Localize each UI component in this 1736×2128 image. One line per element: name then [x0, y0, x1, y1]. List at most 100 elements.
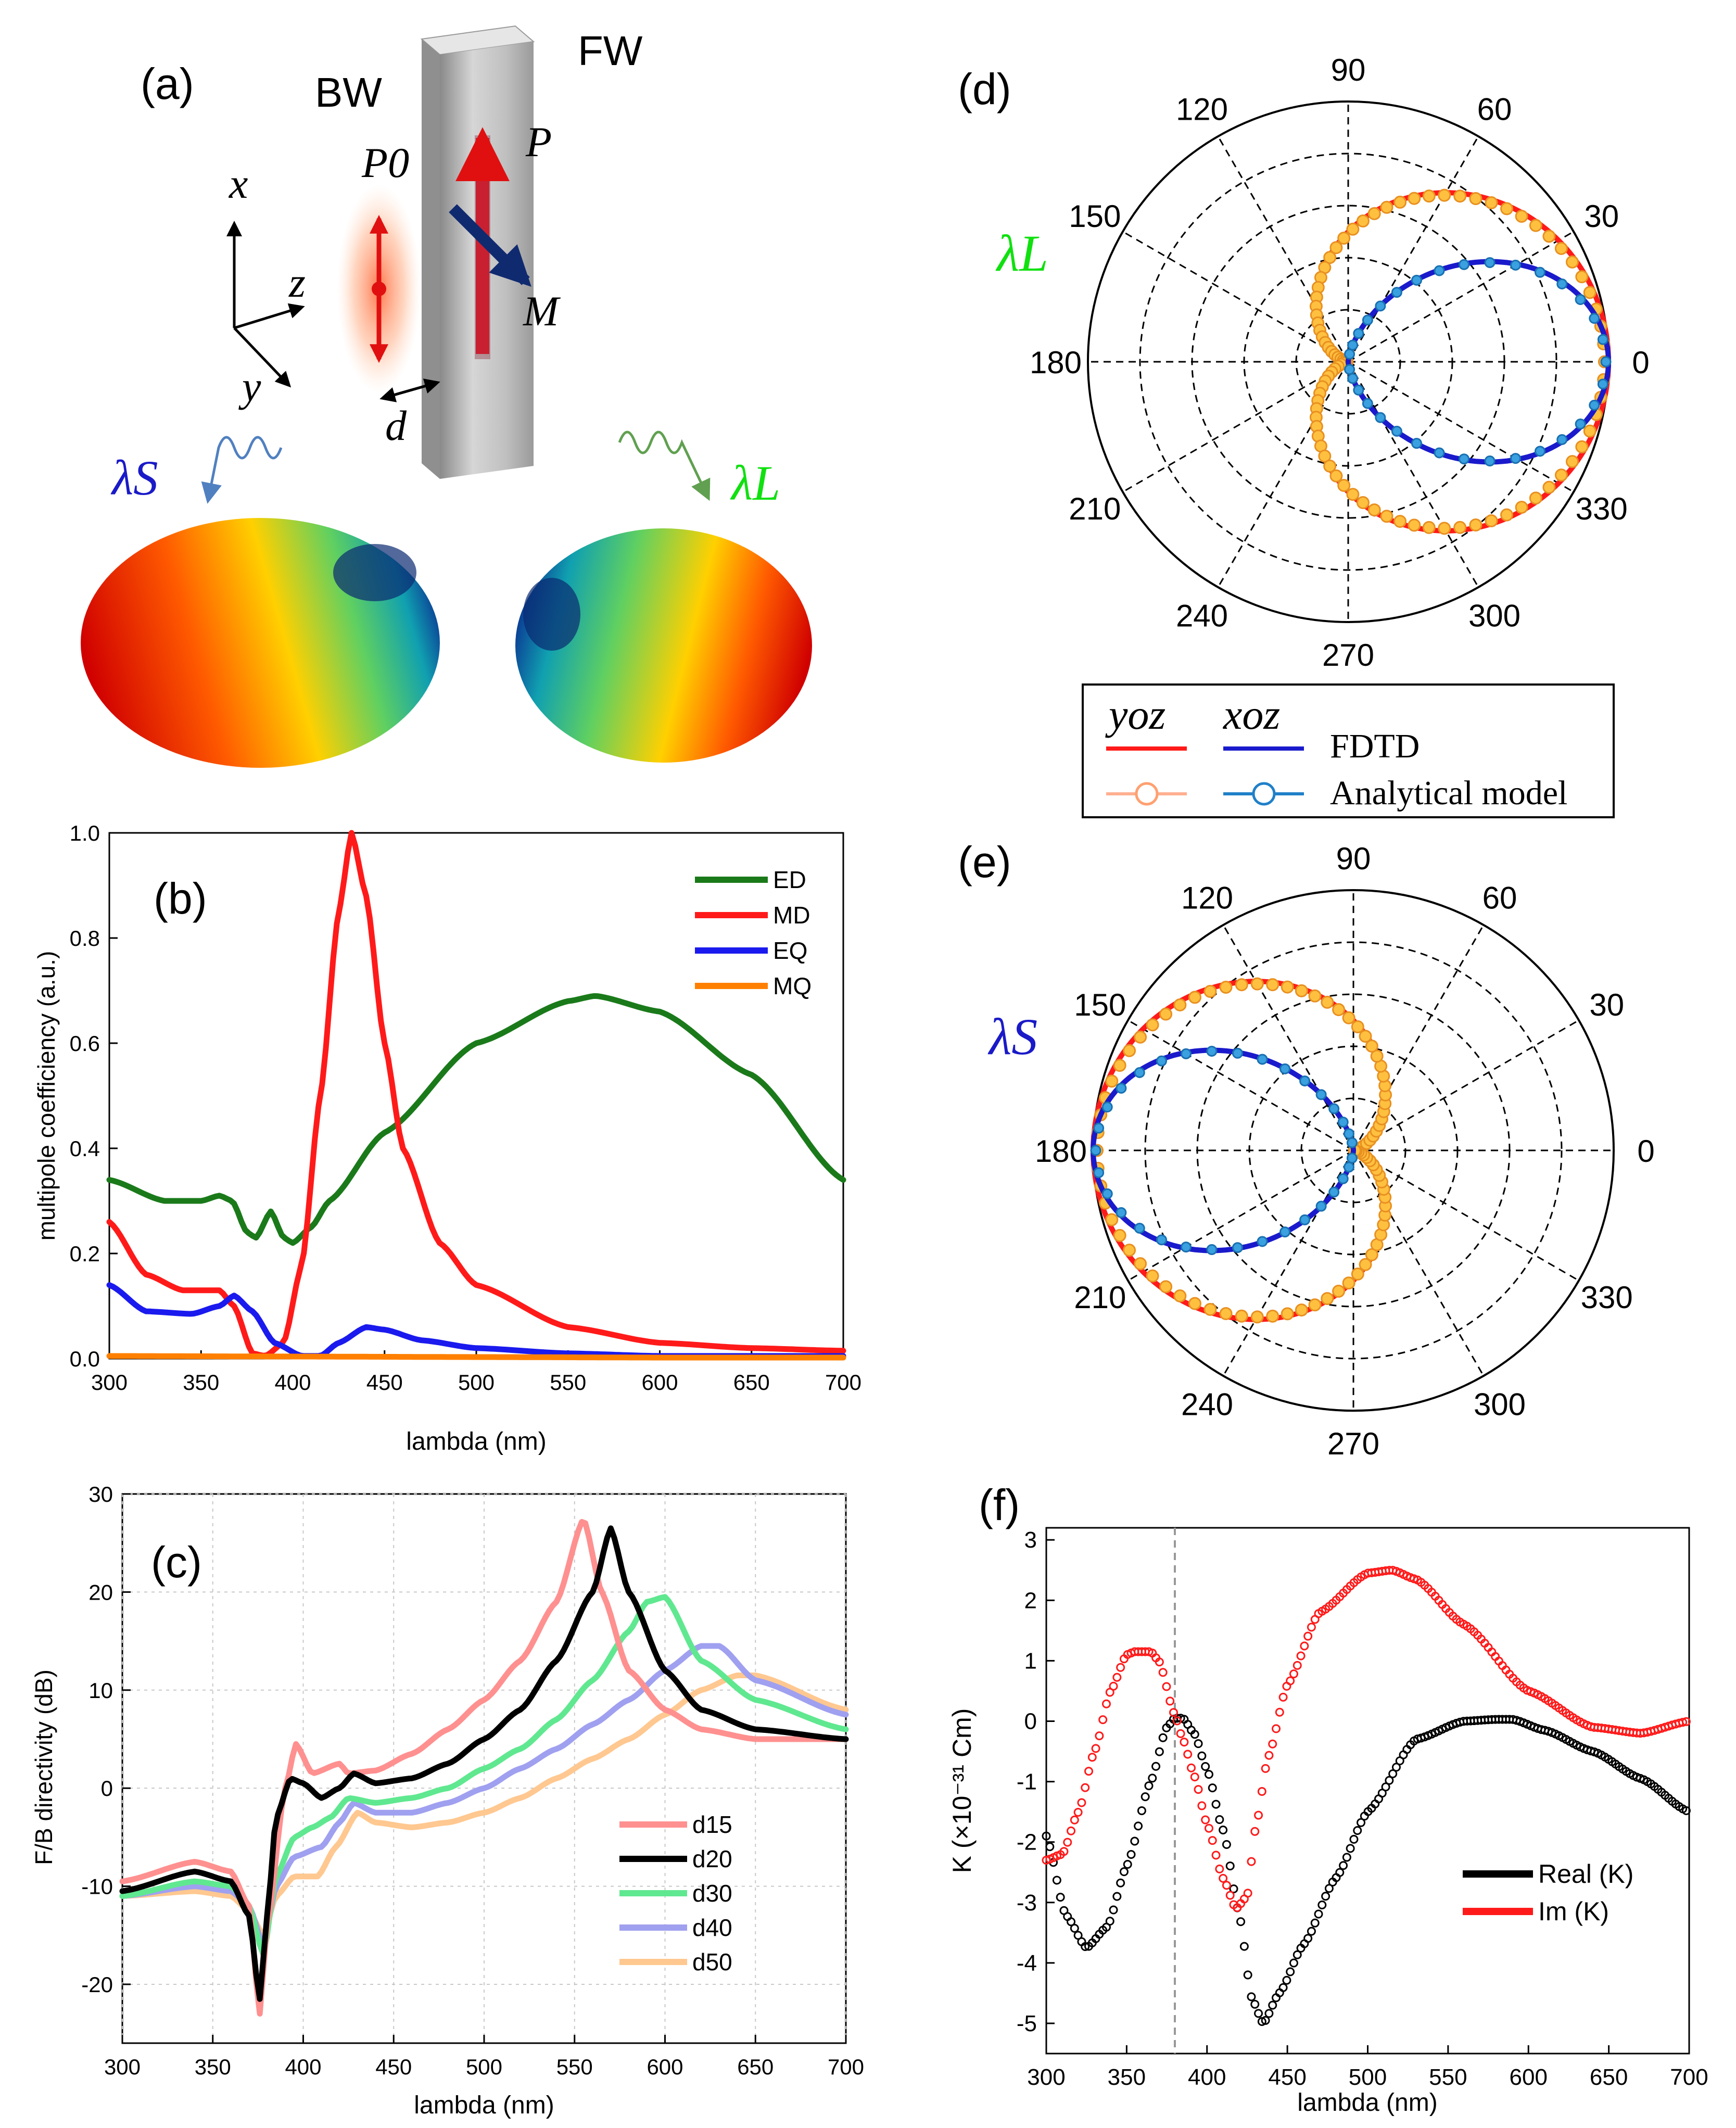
- x-tick-label: 550: [556, 2055, 593, 2079]
- marker-real-k: [1042, 1831, 1051, 1841]
- polar-spoke: [1222, 1150, 1354, 1376]
- plot-frame: [108, 832, 844, 1360]
- p0-label: P0: [361, 139, 409, 186]
- y-tick-label: 1.0: [70, 821, 100, 845]
- marker-yoz-model: [1500, 508, 1514, 522]
- marker-real-k: [1264, 2009, 1274, 2018]
- marker-real-k: [1385, 1776, 1394, 1785]
- legend-label-d15: d15: [692, 1811, 732, 1838]
- marker-yoz-model: [1188, 1297, 1201, 1310]
- legend: d15 d20 d30 d40 d50: [619, 1811, 732, 1975]
- marker-real-k: [1310, 1918, 1320, 1928]
- polar-spoke: [1122, 361, 1349, 493]
- marker-xoz-model: [1257, 1236, 1268, 1247]
- marker-im-k: [1257, 1787, 1266, 1796]
- marker-im-k: [1197, 1801, 1207, 1810]
- y-tick-label: 0.4: [70, 1136, 100, 1161]
- marker-xoz-model: [1344, 364, 1355, 375]
- legend-label-mq: MQ: [773, 972, 812, 999]
- polar-side-label: λS: [987, 1008, 1037, 1066]
- marker-real-k: [1346, 1844, 1355, 1853]
- marker-xoz-model: [1347, 373, 1359, 384]
- legend-box: [1082, 683, 1615, 818]
- lambda-l-label: λL: [730, 455, 780, 511]
- marker-yoz-model: [1250, 977, 1264, 991]
- marker-yoz-model: [1469, 192, 1482, 205]
- marker-xoz-model: [1346, 1137, 1358, 1148]
- marker-yoz-model: [1583, 286, 1596, 299]
- marker-im-k: [1296, 1651, 1306, 1661]
- legend-label-md: MD: [773, 902, 810, 929]
- marker-im-k: [1186, 1763, 1196, 1772]
- marker-yoz-model: [1359, 1030, 1372, 1043]
- series-group: [1090, 977, 1392, 1324]
- marker-xoz-model: [1353, 384, 1364, 396]
- marker-real-k: [1052, 1876, 1061, 1885]
- marker-yoz-model: [1113, 1228, 1126, 1242]
- polar-angle-label: 270: [1327, 1426, 1379, 1461]
- marker-yoz-model: [1515, 209, 1528, 223]
- marker-yoz-model: [1500, 202, 1514, 216]
- marker-yoz-model: [1323, 459, 1337, 473]
- marker-yoz-model: [1281, 1307, 1294, 1321]
- polar-angle-label: 210: [1074, 1280, 1126, 1315]
- y-tick-label: 0.8: [70, 926, 100, 951]
- marker-yoz-model: [1453, 189, 1467, 203]
- marker-xoz-model: [1206, 1244, 1218, 1256]
- y-tick-label: -4: [1017, 1950, 1037, 1976]
- y-tick-label: -5: [1017, 2011, 1037, 2036]
- panel-f-label: (f): [979, 1480, 1020, 1529]
- marker-yoz-model: [1575, 440, 1589, 453]
- polar-angle-label: 0: [1632, 345, 1649, 380]
- wavy-arrow-icon: [618, 430, 711, 501]
- marker-xoz-model: [1575, 294, 1586, 305]
- y-tick-label: 0: [1024, 1708, 1037, 1734]
- polar-spoke: [1127, 1149, 1354, 1282]
- marker-yoz-model: [1408, 518, 1421, 532]
- marker-xoz-model: [1156, 1234, 1168, 1246]
- x-tick-label: 600: [1510, 2064, 1548, 2090]
- marker-im-k: [1201, 1815, 1210, 1825]
- series-group: [106, 830, 846, 1361]
- marker-xoz-model: [1315, 1089, 1327, 1100]
- marker-im-k: [1112, 1673, 1122, 1682]
- marker-real-k: [1056, 1893, 1065, 1902]
- marker-real-k: [1278, 1983, 1288, 1992]
- x-tick-label: 300: [1027, 2064, 1065, 2090]
- x-tick-label: 650: [1590, 2064, 1628, 2090]
- polar-angle-label: 30: [1584, 199, 1619, 234]
- marker-yoz-model: [1235, 978, 1248, 992]
- marker-real-k: [1194, 1739, 1203, 1749]
- y-tick-label: -2: [1017, 1830, 1037, 1855]
- marker-xoz-model: [1556, 434, 1568, 445]
- x-tick-label: 650: [733, 1370, 770, 1395]
- marker-real-k: [1243, 1970, 1252, 1980]
- coordinate-axes-icon: [226, 221, 305, 388]
- marker-yoz-model: [1370, 1049, 1384, 1063]
- marker-yoz-model: [1453, 521, 1467, 534]
- marker-yoz-model: [1356, 214, 1370, 227]
- marker-real-k: [1282, 1975, 1291, 1985]
- marker-real-k: [1250, 1999, 1260, 2009]
- polar-spoke: [1347, 361, 1479, 588]
- dipole-source-icon: [337, 185, 421, 393]
- marker-real-k: [1116, 1878, 1125, 1888]
- legend-label-ed: ED: [773, 866, 806, 893]
- marker-real-k: [1236, 1917, 1246, 1927]
- marker-real-k: [1254, 2009, 1263, 2018]
- marker-xoz-model: [1510, 453, 1522, 464]
- marker-im-k: [1204, 1823, 1213, 1833]
- marker-im-k: [1176, 1729, 1185, 1738]
- x-tick-label: 550: [550, 1370, 586, 1395]
- marker-yoz-model: [1219, 1307, 1233, 1321]
- m-label: M: [523, 287, 561, 335]
- polar-angle-label: 240: [1176, 599, 1228, 634]
- marker-real-k: [1307, 1927, 1316, 1936]
- marker-im-k: [1172, 1716, 1182, 1726]
- marker-xoz-model: [1156, 1055, 1168, 1067]
- polar-angle-label: 300: [1468, 599, 1520, 634]
- marker-im-k: [1222, 1881, 1231, 1890]
- marker-real-k: [1349, 1834, 1359, 1844]
- marker-real-k: [1229, 1884, 1238, 1894]
- legend: Real (K) Im (K): [1463, 1859, 1633, 1926]
